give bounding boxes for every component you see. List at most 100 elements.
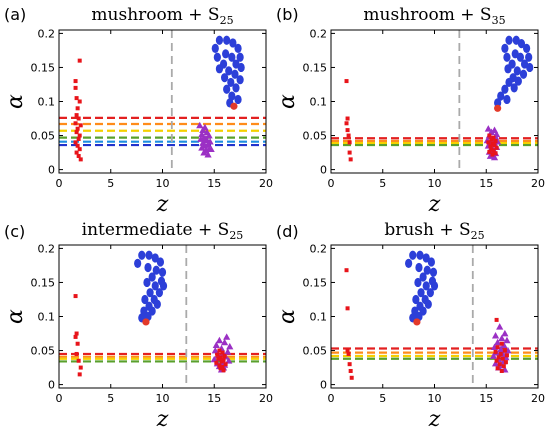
triangle-point [501,329,509,337]
square-point [500,356,505,361]
square-point [493,349,498,354]
triangle-point [500,341,508,348]
square-point [218,366,223,371]
x-tick-label: 10 [156,177,170,190]
square-point [490,152,495,157]
x-tick-label: 10 [428,392,442,405]
blue-point [526,62,534,73]
x-tick-label: 5 [379,392,386,405]
x-axis-label: z [428,192,441,217]
square-point [498,351,503,356]
square-point [76,153,81,158]
blue-point [414,277,422,288]
square-point [486,140,491,145]
square-point [348,157,353,162]
square-point [74,351,79,356]
blue-point [213,52,221,62]
triangle-point [224,348,232,355]
blue-point [225,66,233,76]
triangle-point [210,355,218,363]
panel-label: (b) [276,5,299,24]
blue-point [231,69,239,79]
blue-point [503,94,511,105]
y-tick-label: 0.05 [31,345,56,358]
square-point [75,143,80,148]
chart-title: brush + S25 [384,220,484,242]
square-point [215,352,220,357]
triangle-point [503,336,511,344]
square-point [496,355,501,360]
x-tick-label: 10 [156,392,170,405]
triangle-point [497,345,505,353]
square-point [488,144,493,149]
square-point [487,149,492,154]
square-point [497,362,502,367]
square-point [344,79,349,84]
blue-point [144,262,152,273]
square-point [76,358,81,363]
blue-point [236,52,244,62]
y-tick-label: 0.15 [31,276,56,289]
red-end-point [142,318,150,326]
blue-point [159,281,168,291]
chart-panel-4: (d) brush + S25 0 5 10 15 20 0 0.05 0.1 0.15 0.2 z α [275,220,545,432]
x-tick-label: 20 [259,177,273,190]
triangle-point [490,153,499,161]
y-tick-label: 0.05 [31,130,56,143]
square-point [77,372,82,377]
blue-point [229,38,237,48]
triangle-point [198,144,206,151]
triangle-point [221,338,229,346]
square-point [77,58,82,63]
square-point [75,126,80,131]
square-point [493,138,498,143]
x-tick-label: 0 [328,392,335,405]
chart-title: mushroom + S25 [91,5,233,27]
y-axis-label: α [3,309,28,324]
x-tick-label: 20 [531,177,545,190]
square-point [219,359,224,364]
square-point [74,331,79,336]
square-point [73,294,78,299]
x-tick-label: 20 [531,392,545,405]
square-point [503,360,508,365]
triangle-point [225,357,233,364]
square-point [78,157,83,162]
blue-point [211,43,219,53]
blue-point [145,250,153,260]
triangle-point [200,148,208,156]
blue-point [519,69,528,79]
chart-title: mushroom + S35 [363,5,505,27]
blue-point [215,35,224,45]
triangle-point [223,333,231,340]
blue-point [151,253,159,263]
blue-point [426,288,434,298]
y-tick-label: 0.15 [31,61,56,74]
y-tick-label: 0 [320,164,327,177]
x-tick-label: 0 [56,177,63,190]
square-point [490,141,495,146]
y-tick-label: 0.05 [303,130,328,143]
square-point [491,135,496,140]
triangle-point [205,131,213,139]
square-point [220,350,225,355]
y-tick-label: 0.2 [38,27,56,40]
blue-point [501,43,509,53]
x-tick-label: 0 [328,177,335,190]
blue-point [494,98,502,108]
blue-point [422,253,430,263]
blue-point [237,62,245,73]
blue-point [517,39,526,49]
square-point [346,133,351,138]
square-point [73,334,78,339]
blue-point [429,267,438,277]
blue-point [158,267,167,277]
blue-point [223,35,231,45]
triangle-point [491,359,500,367]
blue-point [134,258,142,268]
square-point [345,306,350,311]
square-point [345,116,350,121]
triangle-point [196,121,204,129]
square-point [344,268,349,273]
